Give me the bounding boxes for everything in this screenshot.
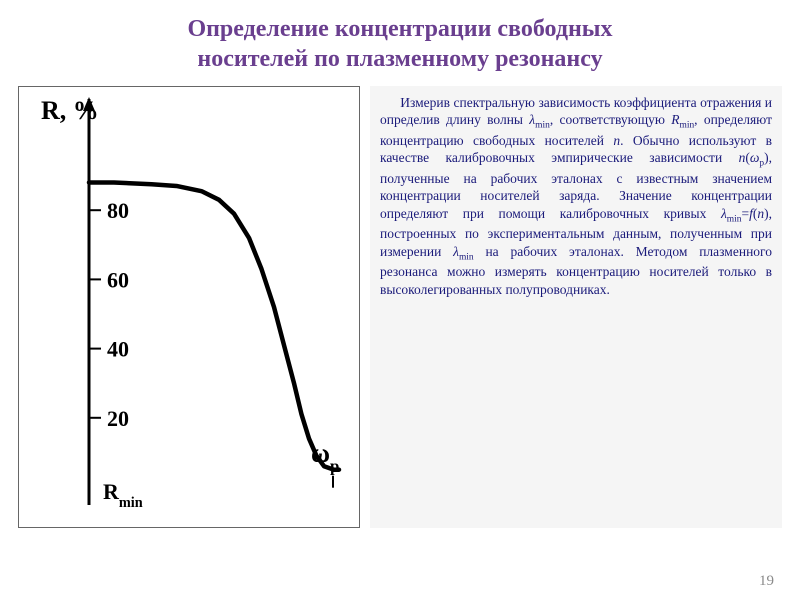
title-line2: носителей по плазменному резонансу bbox=[197, 46, 602, 72]
svg-text:40: 40 bbox=[107, 337, 129, 362]
description-text: Измерив спектральную зависи­мость коэффи… bbox=[370, 86, 782, 528]
slide-title: Определение концентрации свободных носит… bbox=[0, 0, 800, 80]
content-row: R, %20406080ωpRmin Измерив спектральную … bbox=[0, 80, 800, 528]
title-line1: Определение концентрации свободных bbox=[187, 16, 612, 42]
reflectance-chart: R, %20406080ωpRmin bbox=[18, 86, 360, 528]
svg-text:R, %: R, % bbox=[41, 96, 99, 125]
svg-text:80: 80 bbox=[107, 198, 129, 223]
svg-text:20: 20 bbox=[107, 406, 129, 431]
svg-text:60: 60 bbox=[107, 267, 129, 292]
page-number: 19 bbox=[759, 573, 774, 590]
